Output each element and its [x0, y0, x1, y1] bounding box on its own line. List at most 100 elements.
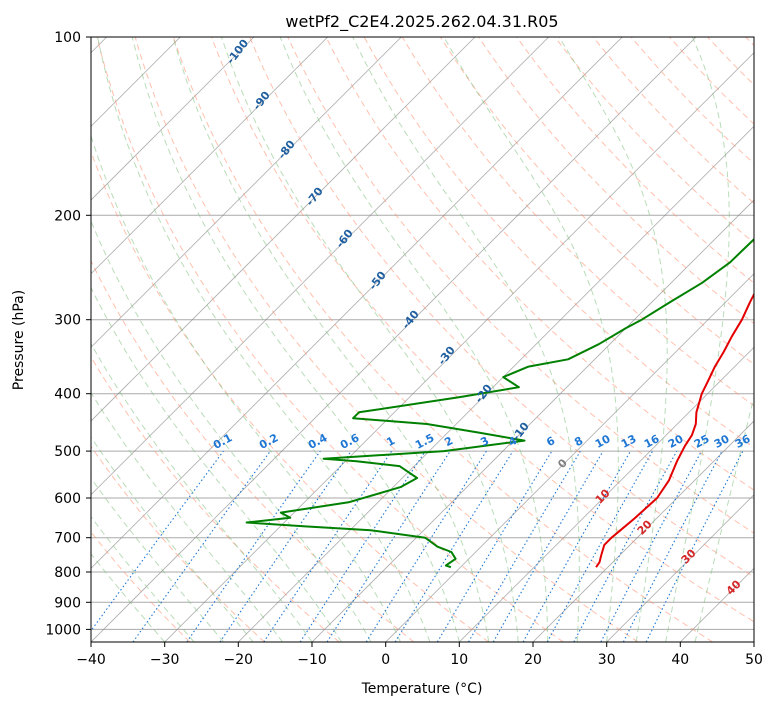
- mixing-ratio-line: [219, 450, 352, 642]
- mixing-ratio-label: 20: [666, 432, 686, 451]
- moist-adiabat-line: [131, 37, 460, 642]
- x-axis: −40 −30 −20 −10 0 10 20 30 40 50: [76, 642, 763, 668]
- temperature-profile-line: [595, 292, 754, 568]
- sounding-profiles: [245, 237, 754, 569]
- dry-adiabat-line: [134, 37, 639, 642]
- dewpoint-profile-line: [245, 237, 754, 569]
- dry-adiabats: [91, 37, 754, 642]
- dry-adiabat-line: [325, 37, 754, 491]
- dry-adiabat-line: [478, 37, 754, 325]
- mixing-ratio-label: 16: [642, 432, 662, 451]
- mixing-ratio-label: 30: [712, 432, 732, 451]
- isotherm-line: [459, 346, 754, 642]
- isotherm-grid: [91, 37, 754, 642]
- mixing-ratio-line: [132, 450, 271, 642]
- dry-adiabat-line: [592, 37, 754, 204]
- x-tick-label: −10: [297, 652, 327, 668]
- moist-adiabat-line: [91, 286, 342, 642]
- x-tick-label: −30: [150, 652, 180, 668]
- dry-adiabat-line: [363, 37, 754, 449]
- plot-area: -100-90-80-70-60-50-40-30-20-100.1 0.2 0.4…: [91, 37, 754, 642]
- x-tick-label: −20: [224, 652, 254, 668]
- y-tick-label: 900: [54, 595, 81, 611]
- chart-title: wetPf2_C2E4.2025.262.04.31.R05: [285, 12, 558, 32]
- dry-adiabat-line: [630, 37, 754, 165]
- moist-adiabat-line: [443, 37, 619, 642]
- dry-adiabat-line: [91, 259, 415, 642]
- mixing-ratio-line: [365, 450, 487, 642]
- mixing-ratio-label: 13: [619, 432, 639, 451]
- mixing-ratio-line: [492, 450, 604, 642]
- dry-adiabat-line: [401, 37, 754, 407]
- isotherm-line: [238, 125, 754, 642]
- x-axis-label: Temperature (°C): [361, 681, 483, 697]
- mixing-ratio-label: 25: [692, 432, 712, 451]
- y-tick-label: 800: [54, 565, 81, 581]
- y-tick-label: 700: [54, 531, 81, 547]
- y-tick-label: 600: [54, 491, 81, 507]
- y-tick-label: 400: [54, 387, 81, 403]
- mixing-ratio-lines: [91, 450, 744, 642]
- mixing-ratio-line: [186, 450, 321, 642]
- isotherm-line: [91, 37, 623, 569]
- y-tick-label: 300: [54, 313, 81, 329]
- moist-adiabat-line: [665, 37, 730, 642]
- y-axis: 100 200 300 400 500 600 700 800 900 1000: [45, 30, 91, 638]
- x-tick-label: 40: [671, 652, 689, 668]
- y-tick-label: 100: [54, 30, 81, 46]
- moist-adiabat-line: [91, 342, 313, 642]
- isotherm-line: [164, 52, 754, 642]
- isotherm-line: [385, 273, 754, 642]
- moist-adiabat-line: [91, 134, 401, 642]
- isotherm-line: [606, 494, 754, 642]
- plot-frame: [90, 36, 755, 643]
- moist-adiabat-line: [91, 219, 372, 642]
- isotherm-line: [91, 37, 697, 642]
- x-tick-label: 20: [524, 652, 542, 668]
- moist-adiabat-line: [172, 37, 490, 642]
- dry-adiabat-line: [96, 37, 564, 642]
- dry-adiabat-line: [516, 37, 754, 284]
- mixing-ratio-line: [436, 450, 553, 642]
- moist-adiabat-line: [694, 394, 754, 642]
- x-tick-label: 30: [598, 652, 616, 668]
- mixing-ratio-line: [522, 450, 631, 642]
- x-tick-label: 0: [381, 652, 390, 668]
- moist-adiabat-line: [558, 37, 668, 642]
- isotherm-line: [91, 37, 328, 275]
- moist-adiabat-line: [220, 37, 519, 642]
- isotherm-line: [91, 37, 255, 201]
- mixing-ratio-line: [394, 450, 514, 642]
- dry-adiabat-line: [172, 37, 713, 642]
- moist-adiabat-line: [91, 515, 195, 642]
- isotherm-line: [91, 37, 402, 348]
- y-tick-label: 200: [54, 208, 81, 224]
- y-tick-label: 1000: [45, 622, 81, 638]
- moist-adiabat-line: [97, 37, 431, 642]
- moist-adiabat-line: [91, 477, 224, 642]
- moist-adiabat-line: [91, 553, 166, 642]
- mixing-ratio-line: [546, 450, 654, 642]
- isotherm-line: [91, 37, 476, 422]
- x-tick-label: −40: [76, 652, 106, 668]
- mixing-ratio-line: [468, 450, 581, 642]
- mixing-ratio-line: [326, 450, 451, 642]
- dry-adiabat-line: [91, 445, 265, 642]
- moist-adiabat-line: [352, 37, 580, 642]
- y-tick-label: 500: [54, 444, 81, 460]
- x-tick-label: 50: [745, 652, 763, 668]
- mixing-ratio-label: 10: [593, 432, 613, 451]
- moist-adiabat-line: [91, 391, 283, 642]
- mixing-ratio-line: [91, 450, 224, 632]
- y-axis-label: Pressure (hPa): [11, 290, 27, 390]
- dry-adiabat-line: [249, 37, 754, 578]
- x-tick-label: 10: [450, 652, 468, 668]
- isotherm-line: [532, 420, 754, 642]
- dry-adiabat-line: [211, 37, 754, 623]
- moist-adiabat-line: [91, 436, 254, 642]
- mixing-ratio-line: [573, 450, 678, 642]
- mixing-ratio-label: 36: [733, 432, 753, 451]
- isotherm-line: [91, 37, 549, 496]
